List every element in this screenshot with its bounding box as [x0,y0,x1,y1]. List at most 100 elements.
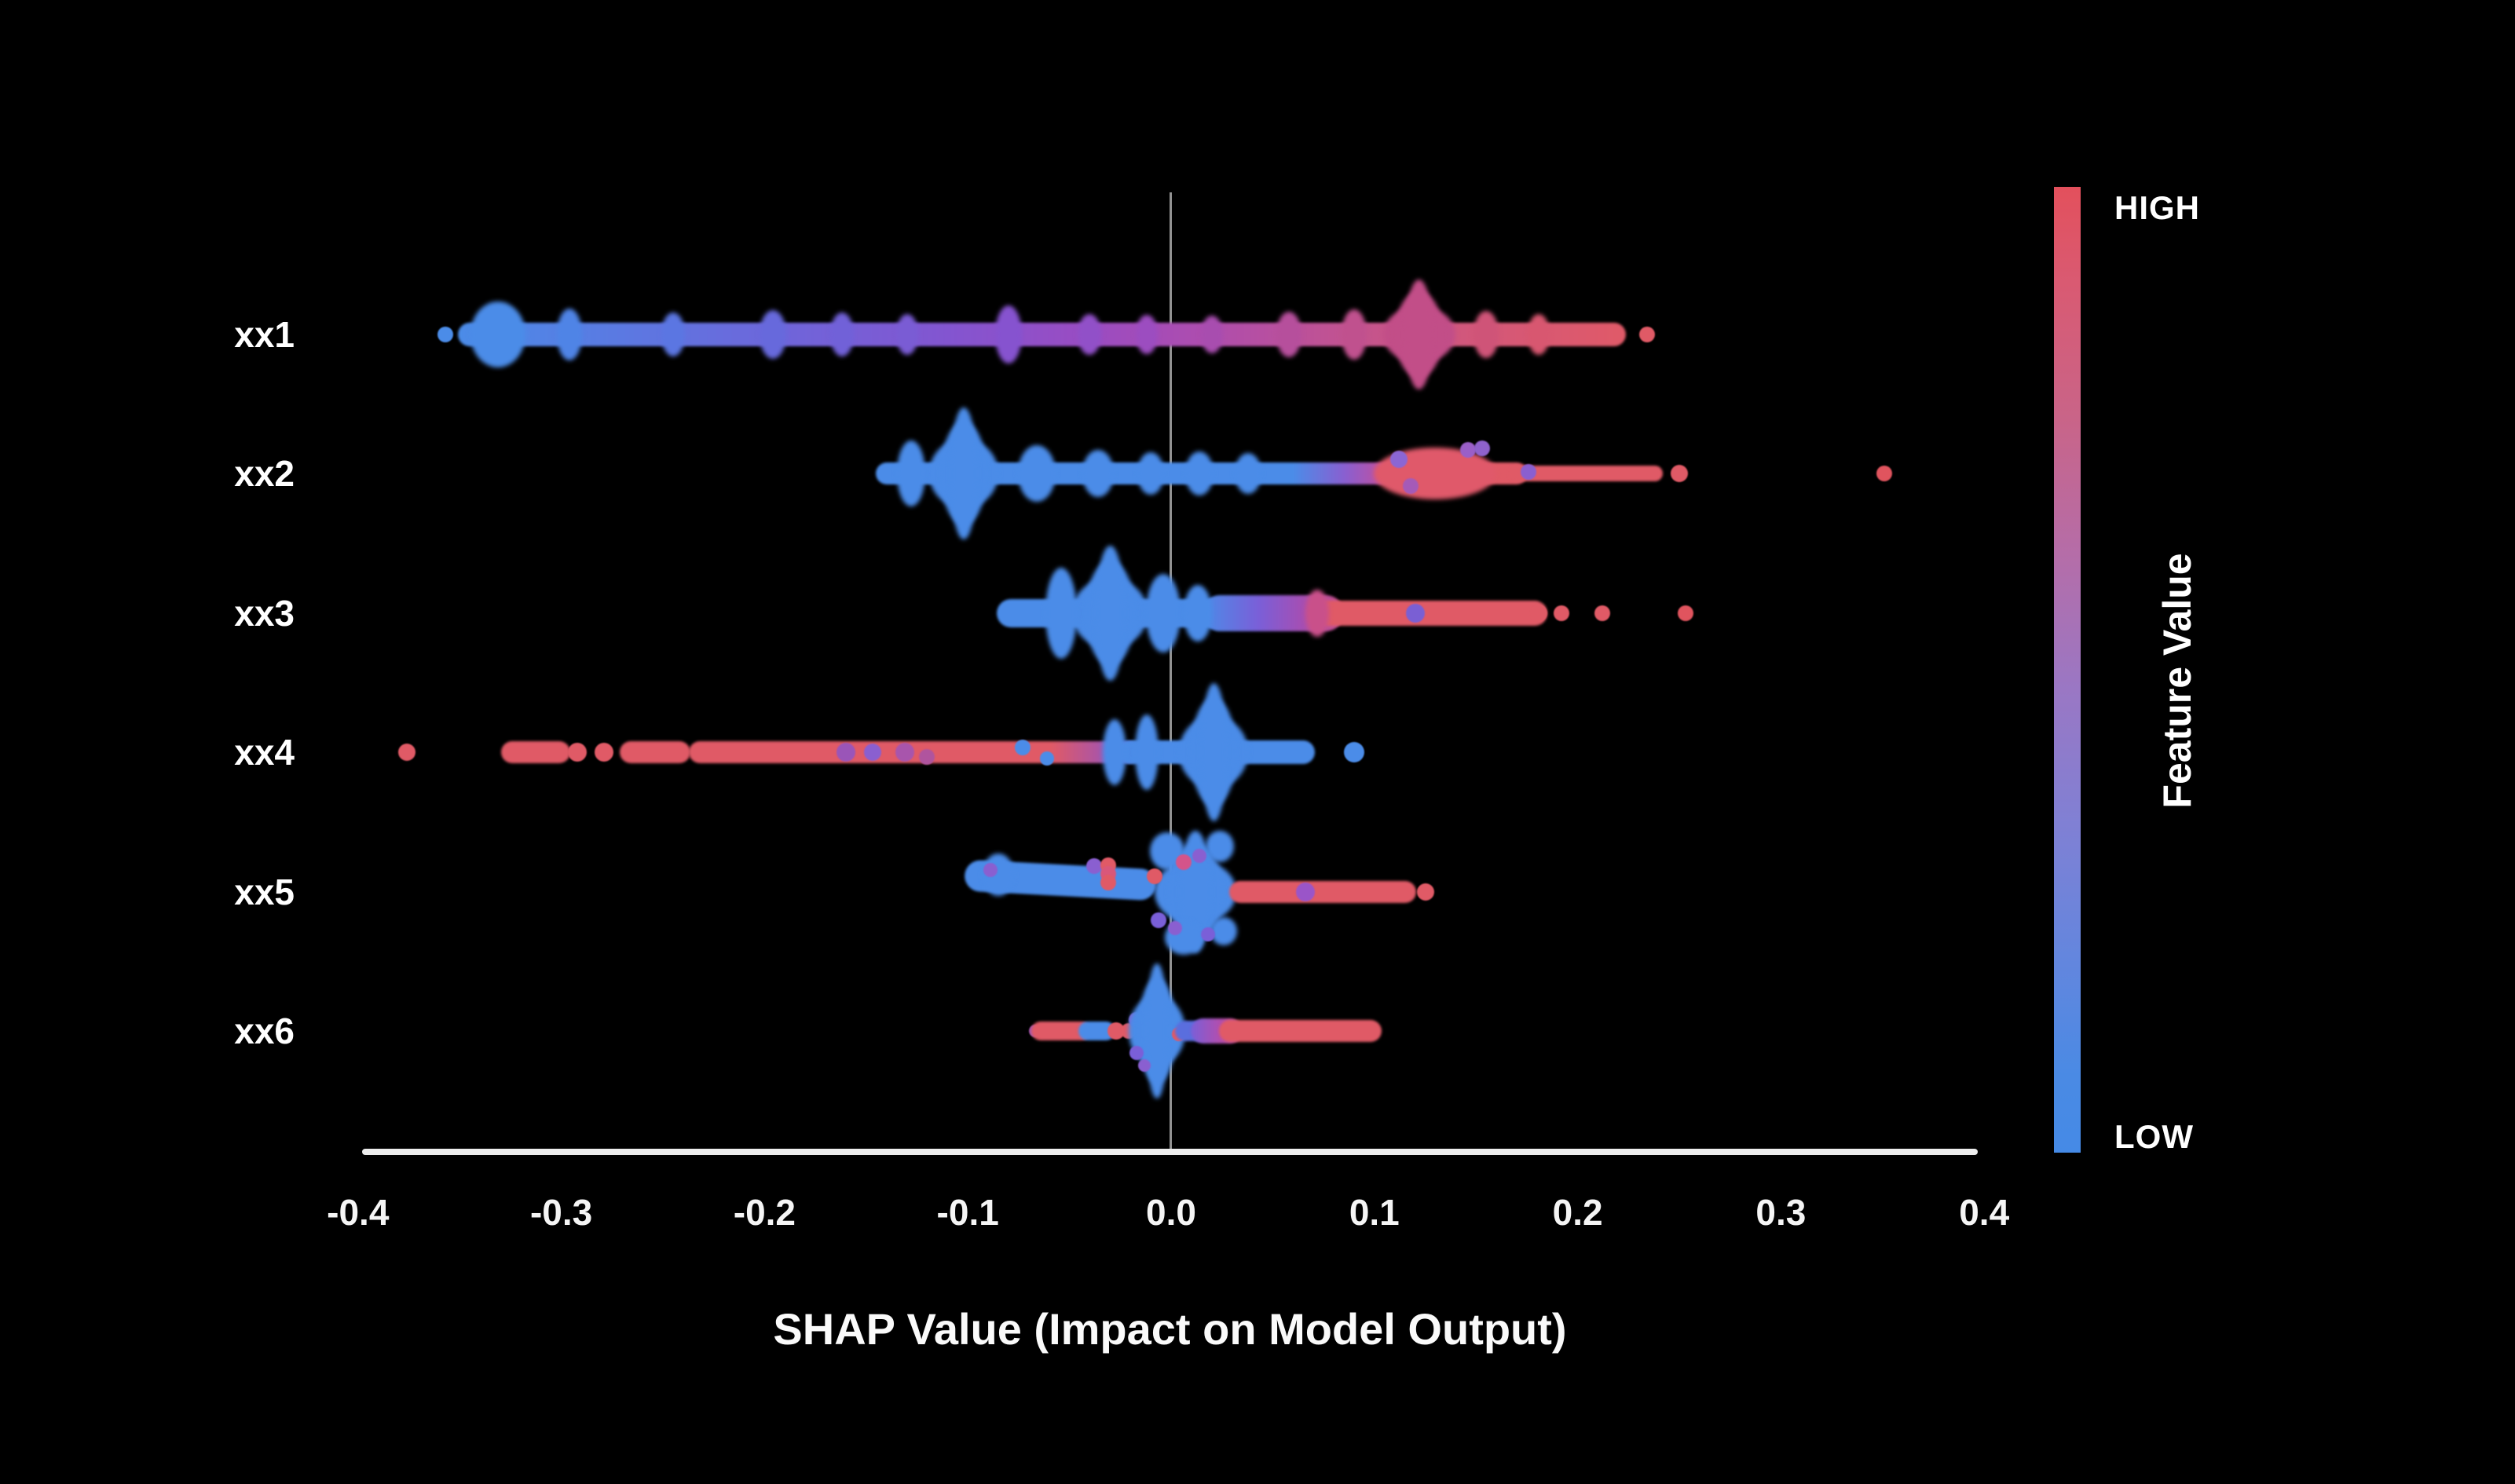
data-cluster-blob [1200,316,1223,353]
colorbar-low-label: LOW [2114,1118,2194,1155]
data-point [1416,883,1434,901]
x-tick-label: 0.4 [1959,1192,2010,1233]
data-point [863,744,881,761]
data-cluster-blob [1341,309,1367,360]
data-point [1638,327,1655,342]
data-point [437,327,454,342]
data-cluster-blob [895,314,918,355]
data-point [568,743,588,762]
x-tick-label: 0.1 [1349,1192,1400,1233]
data-point [1459,442,1476,458]
data-point [1671,465,1688,482]
data-point [1100,875,1116,890]
data-cluster-blob [1082,450,1114,497]
data-point [1594,605,1610,621]
data-cluster-blob [1473,311,1499,358]
data-band [619,741,690,763]
y-axis-label: xx1 [234,314,295,355]
data-point [1129,1046,1144,1060]
data-cluster-blob [1185,451,1214,495]
y-axis-label: xx6 [234,1011,295,1051]
data-cluster-blob [1137,452,1165,495]
data-point [1677,605,1693,621]
data-point [1389,451,1408,468]
x-tick-label: -0.3 [529,1192,593,1233]
data-point [1343,742,1364,762]
data-point [1085,858,1102,874]
data-point [1147,868,1163,884]
x-tick-label: 0.0 [1146,1192,1196,1233]
data-cluster-blob [1135,315,1158,354]
x-tick-label: -0.1 [936,1192,999,1233]
data-cluster-blob [1096,546,1125,681]
data-cluster-blob [1200,683,1228,821]
data-cluster-blob [1145,574,1181,652]
data-point [594,743,613,762]
data-band [1228,881,1416,903]
data-cluster-blob [1102,719,1126,785]
data-cluster-blob [1045,568,1078,659]
data-point [1040,751,1055,766]
data-point [1151,912,1167,928]
x-tick-label: -0.4 [327,1192,390,1233]
data-point [983,863,998,877]
zero-gridline [1170,192,1172,1149]
data-point [1403,478,1419,494]
data-cluster-blob [1146,963,1168,1098]
data-cluster-blob [1235,453,1262,494]
data-cluster-blob [759,310,786,359]
data-cluster-blob [950,408,977,539]
data-cluster-blob [829,313,854,356]
data-cluster-blob [661,313,685,356]
data-point [1168,921,1183,935]
data-point [1530,605,1548,622]
x-tick-label: -0.2 [733,1192,796,1233]
data-cluster-blob [470,302,526,367]
data-cluster-blob [1134,715,1159,790]
data-cluster-blob [896,440,925,506]
data-point [1138,1059,1151,1072]
data-cluster-blob [1018,445,1056,502]
data-point [1553,605,1569,621]
data-cluster-blob [556,309,582,360]
data-band [688,741,1142,763]
data-cluster-blob [1078,314,1102,355]
data-point [1192,849,1207,863]
data-point [919,749,935,765]
data-cluster-blob [1405,280,1433,389]
feature-value-colorbar [2054,187,2081,1153]
colorbar-title: Feature Value [2155,553,2199,809]
data-point [1015,740,1031,755]
data-point [397,744,416,761]
colorbar-high-label: HIGH [2114,189,2200,226]
data-point [1473,440,1490,456]
data-point [895,743,914,762]
data-point [1876,466,1893,481]
data-point [1521,464,1537,480]
data-band [1315,601,1548,626]
data-point [1295,883,1315,901]
data-band [501,741,570,763]
x-axis-line [362,1149,1978,1155]
data-cluster-blob [1206,831,1235,862]
data-point [1200,927,1215,941]
x-tick-label: 0.2 [1552,1192,1603,1233]
data-cluster-blob [1276,312,1302,357]
data-cluster-blob [1183,585,1212,641]
y-axis-label: xx2 [234,453,295,494]
y-axis-label: xx5 [234,872,295,912]
data-cluster-blob [1305,590,1330,637]
y-axis-label: xx3 [234,593,295,634]
data-band [1508,466,1663,481]
data-cluster-blob [994,305,1022,364]
x-axis-title: SHAP Value (Impact on Model Output) [773,1304,1567,1354]
data-point [836,743,855,762]
data-point [1175,854,1192,870]
data-cluster-blob [1210,917,1238,945]
data-point [1107,1022,1126,1040]
data-point [1405,604,1425,623]
data-cluster-blob [1528,314,1550,355]
data-band [1219,1020,1382,1042]
x-tick-label: 0.3 [1755,1192,1807,1233]
